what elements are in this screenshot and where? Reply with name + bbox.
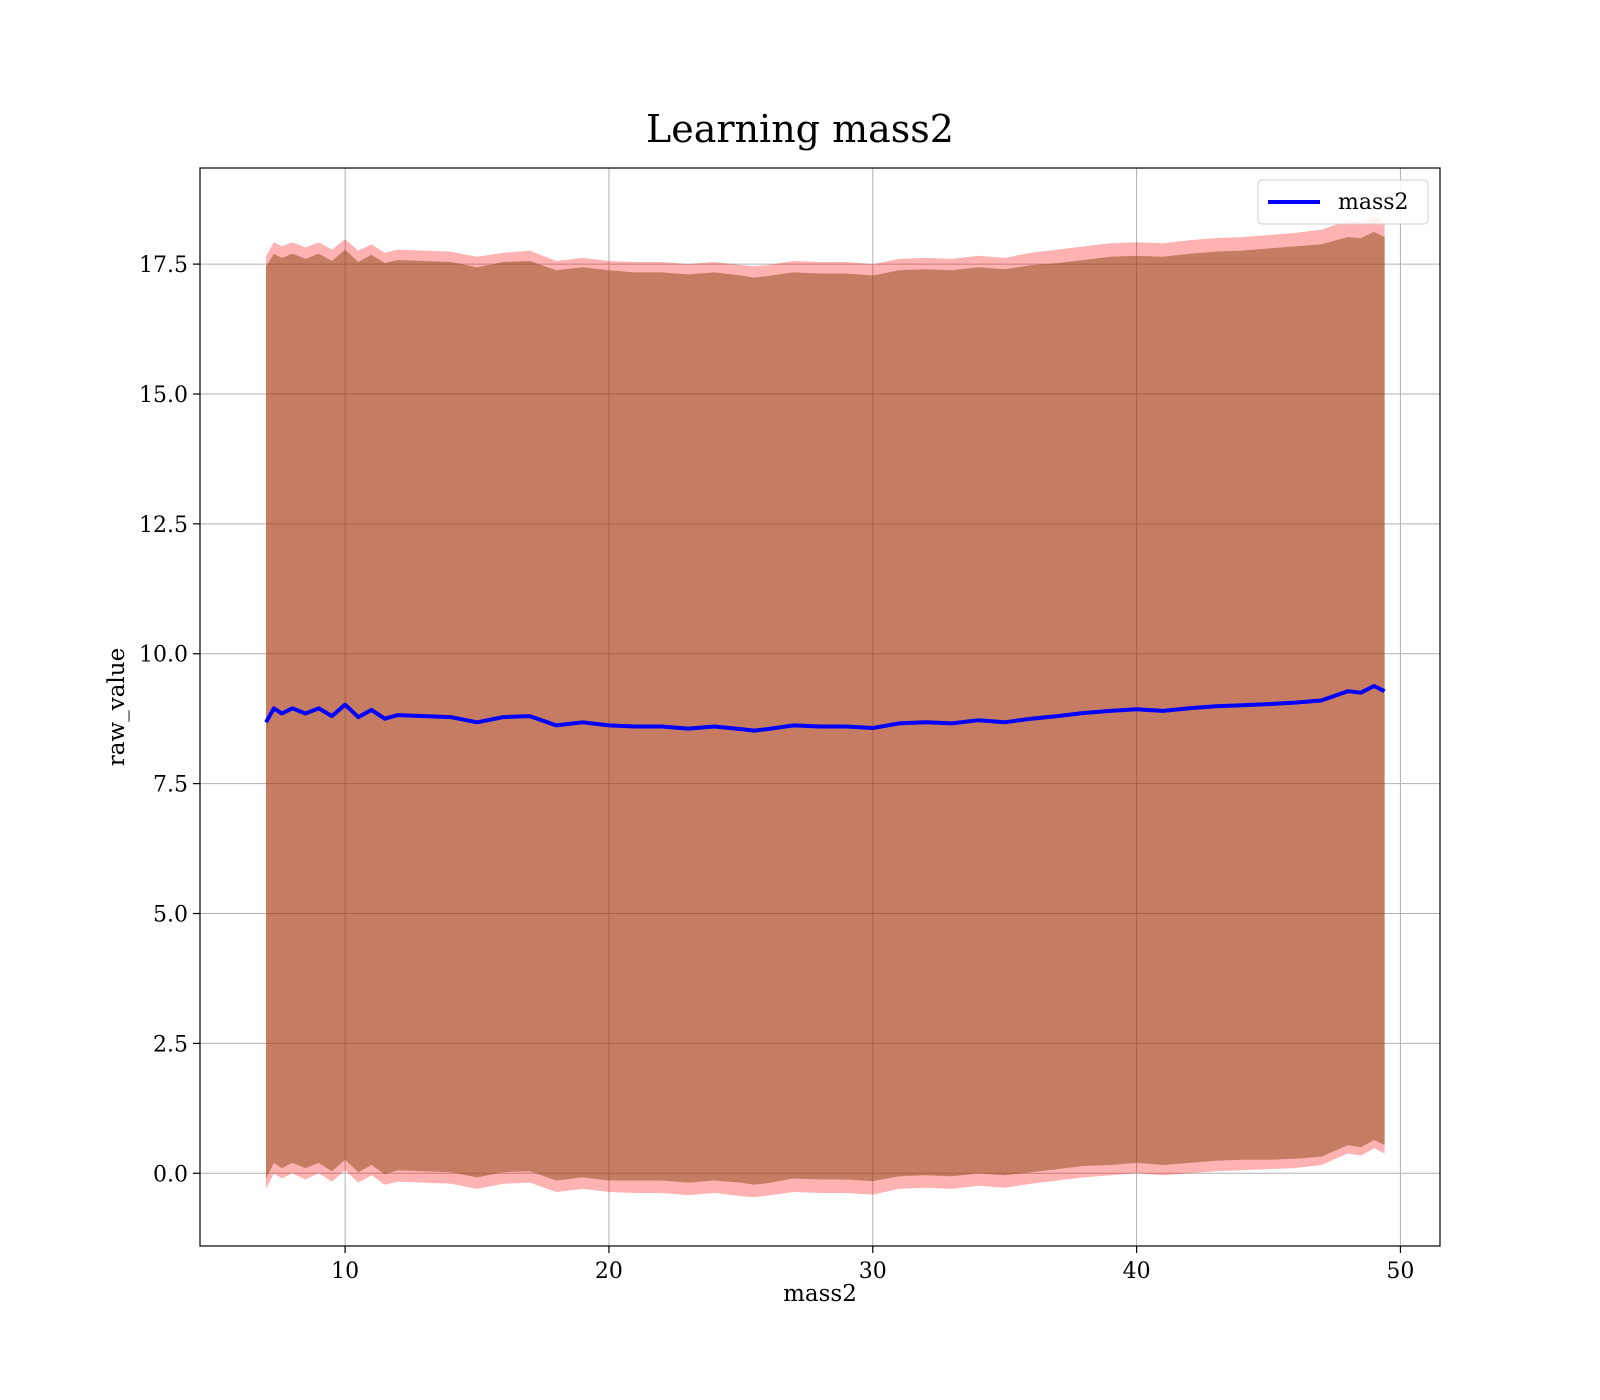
x-axis-label: mass2 — [783, 1281, 857, 1307]
y-tick-label: 7.5 — [153, 773, 188, 798]
x-tick-label: 20 — [595, 1259, 623, 1284]
y-tick-label: 17.5 — [139, 253, 188, 278]
x-tick-label: 30 — [859, 1259, 887, 1284]
x-tick-label: 10 — [331, 1259, 359, 1284]
axis-ticks: 10 20 30 40 50 0.0 2.5 5.0 7.5 10.0 12.5 15.0 17.5 — [139, 253, 1414, 1284]
plot-frame — [199, 167, 1441, 1247]
y-axis-label: raw_value — [104, 648, 130, 766]
x-tick-label: 40 — [1123, 1259, 1151, 1284]
confidence-bands — [266, 216, 1385, 1198]
chart-title: Learning mass2 — [646, 107, 954, 151]
legend: mass2 — [1257, 179, 1429, 225]
y-tick-label: 12.5 — [139, 513, 188, 538]
y-tick-label: 0.0 — [153, 1162, 188, 1187]
y-tick-label: 15.0 — [139, 383, 188, 408]
series-lines — [264, 684, 1386, 733]
y-tick-label: 5.0 — [153, 903, 188, 928]
y-tick-label: 10.0 — [139, 643, 188, 668]
band-inner — [266, 231, 1385, 1185]
x-tick-label: 50 — [1386, 1259, 1414, 1284]
series-line-mass2 — [264, 684, 1386, 733]
legend-label-mass2: mass2 — [1338, 190, 1409, 215]
y-tick-label: 2.5 — [153, 1032, 188, 1057]
legend-box — [1257, 179, 1429, 225]
